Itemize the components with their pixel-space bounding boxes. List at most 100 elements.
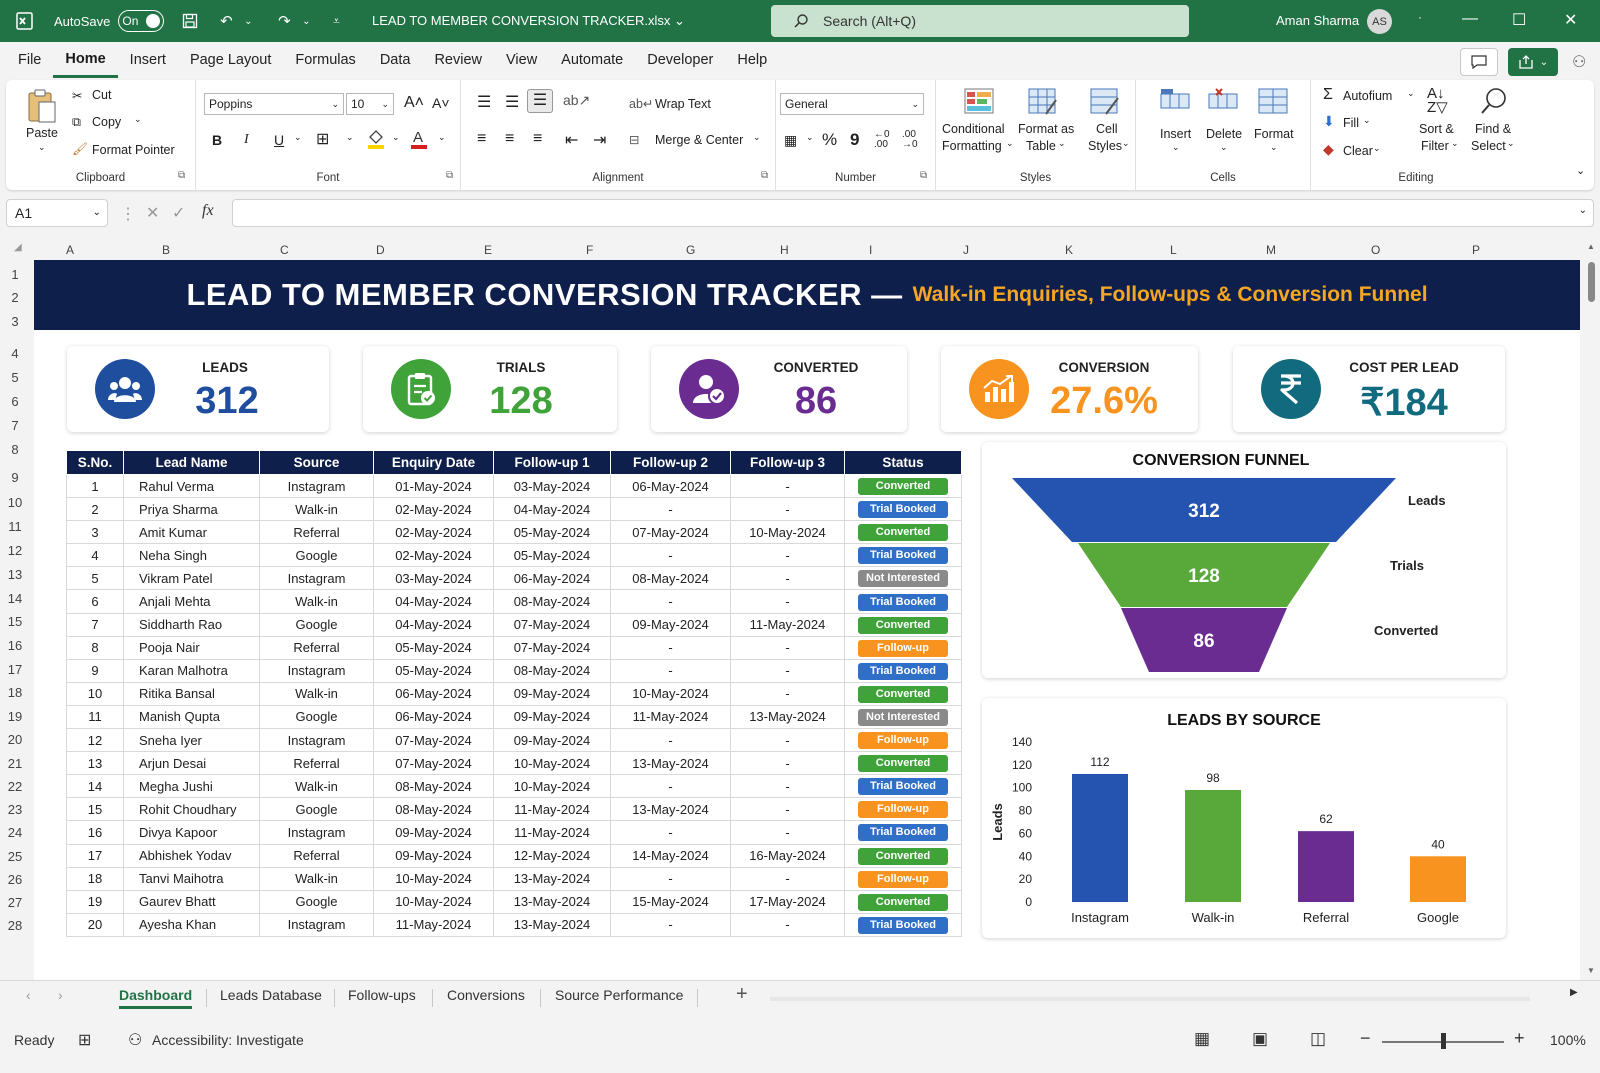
- table-cell[interactable]: -: [610, 866, 731, 891]
- page-break-view-icon[interactable]: ◫: [1310, 1029, 1327, 1048]
- insert-button[interactable]: Insert: [1160, 127, 1192, 141]
- dialog-launcher-icon[interactable]: ⧉: [178, 170, 186, 181]
- font-color-icon[interactable]: A: [410, 128, 428, 150]
- table-cell[interactable]: 13: [66, 751, 124, 776]
- table-cell[interactable]: Instagram: [259, 820, 374, 845]
- table-cell[interactable]: 04-May-2024: [493, 497, 611, 522]
- table-cell[interactable]: -: [730, 658, 845, 683]
- copy-button[interactable]: Copy: [92, 115, 122, 129]
- table-cell[interactable]: Priya Sharma: [123, 497, 260, 522]
- column-header[interactable]: D: [376, 243, 385, 257]
- table-cell[interactable]: Google: [259, 543, 374, 568]
- chevron-down-icon[interactable]: ⌄: [806, 132, 814, 142]
- row-header[interactable]: 5: [11, 370, 19, 385]
- minimize-icon[interactable]: —: [1462, 10, 1478, 27]
- align-right-icon[interactable]: ≡: [533, 130, 543, 147]
- zoom-slider-thumb[interactable]: [1441, 1033, 1446, 1049]
- chevron-down-icon[interactable]: ⌄: [392, 132, 400, 142]
- table-cell[interactable]: 05-May-2024: [373, 635, 494, 660]
- row-header[interactable]: 11: [8, 519, 22, 534]
- menu-data[interactable]: Data: [379, 52, 411, 68]
- table-cell[interactable]: 08-May-2024: [373, 774, 494, 799]
- row-header[interactable]: 7: [11, 418, 19, 433]
- chevron-down-icon[interactable]: ⌄: [1122, 138, 1130, 148]
- align-top-icon[interactable]: ☰: [477, 94, 492, 111]
- column-header[interactable]: M: [1266, 243, 1276, 257]
- find-select-label2[interactable]: Select: [1471, 139, 1506, 153]
- table-cell[interactable]: Amit Kumar: [123, 520, 260, 545]
- customize-toolbar-icon[interactable]: ⩡: [332, 13, 340, 28]
- table-cell[interactable]: 8: [66, 635, 124, 660]
- table-cell[interactable]: 19: [66, 889, 124, 914]
- table-cell[interactable]: 11-May-2024: [373, 912, 494, 937]
- table-cell[interactable]: Rahul Verma: [123, 473, 260, 499]
- table-cell[interactable]: 4: [66, 543, 124, 568]
- ribbon-options-icon[interactable]: ·: [1418, 10, 1422, 24]
- dialog-launcher-icon[interactable]: ⧉: [446, 170, 454, 181]
- table-cell[interactable]: 13-May-2024: [610, 751, 731, 776]
- table-cell[interactable]: 15-May-2024: [610, 889, 731, 914]
- row-header[interactable]: 21: [7, 756, 23, 771]
- table-cell[interactable]: Instagram: [259, 566, 374, 591]
- table-cell[interactable]: 11: [66, 704, 124, 730]
- table-cell[interactable]: 09-May-2024: [610, 612, 731, 637]
- page-layout-view-icon[interactable]: ▣: [1252, 1029, 1269, 1048]
- table-cell[interactable]: -: [610, 774, 731, 799]
- menu-page-layout[interactable]: Page Layout: [189, 52, 272, 68]
- orientation-icon[interactable]: ab↗: [563, 92, 591, 108]
- column-header[interactable]: B: [162, 243, 171, 257]
- table-cell[interactable]: -: [610, 635, 731, 660]
- status-cell[interactable]: Trial Booked: [844, 589, 962, 614]
- table-cell[interactable]: 1: [66, 473, 124, 499]
- table-cell[interactable]: 03-May-2024: [493, 473, 611, 499]
- table-cell[interactable]: 08-May-2024: [373, 797, 494, 822]
- chevron-down-icon[interactable]: ⌄: [1363, 115, 1371, 125]
- chevron-down-icon[interactable]: ⌄: [1006, 138, 1014, 148]
- table-cell[interactable]: Tanvi Maihotra: [123, 866, 260, 891]
- cell-styles-button[interactable]: Cell: [1096, 122, 1118, 136]
- row-header[interactable]: 14: [7, 591, 23, 606]
- borders-icon[interactable]: ⊞: [316, 131, 330, 148]
- more-options-icon[interactable]: ⋮: [120, 206, 136, 223]
- table-cell[interactable]: 08-May-2024: [493, 589, 611, 614]
- row-header[interactable]: 13: [7, 567, 23, 582]
- table-cell[interactable]: -: [610, 589, 731, 614]
- table-cell[interactable]: Pooja Nair: [123, 635, 260, 660]
- percent-button[interactable]: %: [822, 130, 838, 149]
- table-cell[interactable]: Walk-in: [259, 866, 374, 891]
- menu-automate[interactable]: Automate: [561, 52, 624, 68]
- table-cell[interactable]: Rohit Choudhary: [123, 797, 260, 822]
- chevron-down-icon[interactable]: ⌄: [1407, 88, 1415, 98]
- table-cell[interactable]: 13-May-2024: [493, 889, 611, 914]
- table-cell[interactable]: 10-May-2024: [730, 520, 845, 545]
- table-cell[interactable]: 20: [66, 912, 124, 937]
- table-cell[interactable]: -: [730, 797, 845, 822]
- format-as-table-label2[interactable]: Table: [1026, 139, 1056, 153]
- wrap-text-button[interactable]: Wrap Text: [655, 97, 711, 111]
- chevron-down-icon[interactable]: ⌄: [134, 114, 142, 124]
- decrease-decimal-icon[interactable]: .00 →0: [902, 129, 918, 150]
- table-cell[interactable]: Anjali Mehta: [123, 589, 260, 614]
- column-header[interactable]: C: [280, 243, 289, 257]
- menu-file[interactable]: File: [18, 52, 42, 68]
- row-header[interactable]: 19: [7, 709, 23, 724]
- row-header[interactable]: 20: [7, 732, 23, 747]
- row-header[interactable]: 24: [7, 825, 23, 840]
- sort-filter-label2[interactable]: Filter: [1421, 139, 1449, 153]
- status-cell[interactable]: Converted: [844, 843, 962, 868]
- table-cell[interactable]: 07-May-2024: [373, 751, 494, 776]
- column-header[interactable]: P: [1472, 243, 1481, 257]
- close-icon[interactable]: ✕: [1564, 12, 1578, 29]
- table-cell[interactable]: Referral: [259, 635, 374, 660]
- row-header[interactable]: 18: [7, 685, 23, 700]
- zoom-out-icon[interactable]: −: [1360, 1028, 1371, 1048]
- table-cell[interactable]: -: [730, 566, 845, 591]
- column-header[interactable]: F: [586, 243, 594, 257]
- table-cell[interactable]: -: [730, 751, 845, 776]
- table-cell[interactable]: -: [730, 681, 845, 706]
- status-cell[interactable]: Trial Booked: [844, 658, 962, 683]
- decrease-indent-icon[interactable]: ⇤: [565, 132, 579, 149]
- status-cell[interactable]: Follow-up: [844, 866, 962, 891]
- sheet-tab-source-performance[interactable]: Source Performance: [555, 987, 684, 1003]
- column-header[interactable]: A: [66, 243, 75, 257]
